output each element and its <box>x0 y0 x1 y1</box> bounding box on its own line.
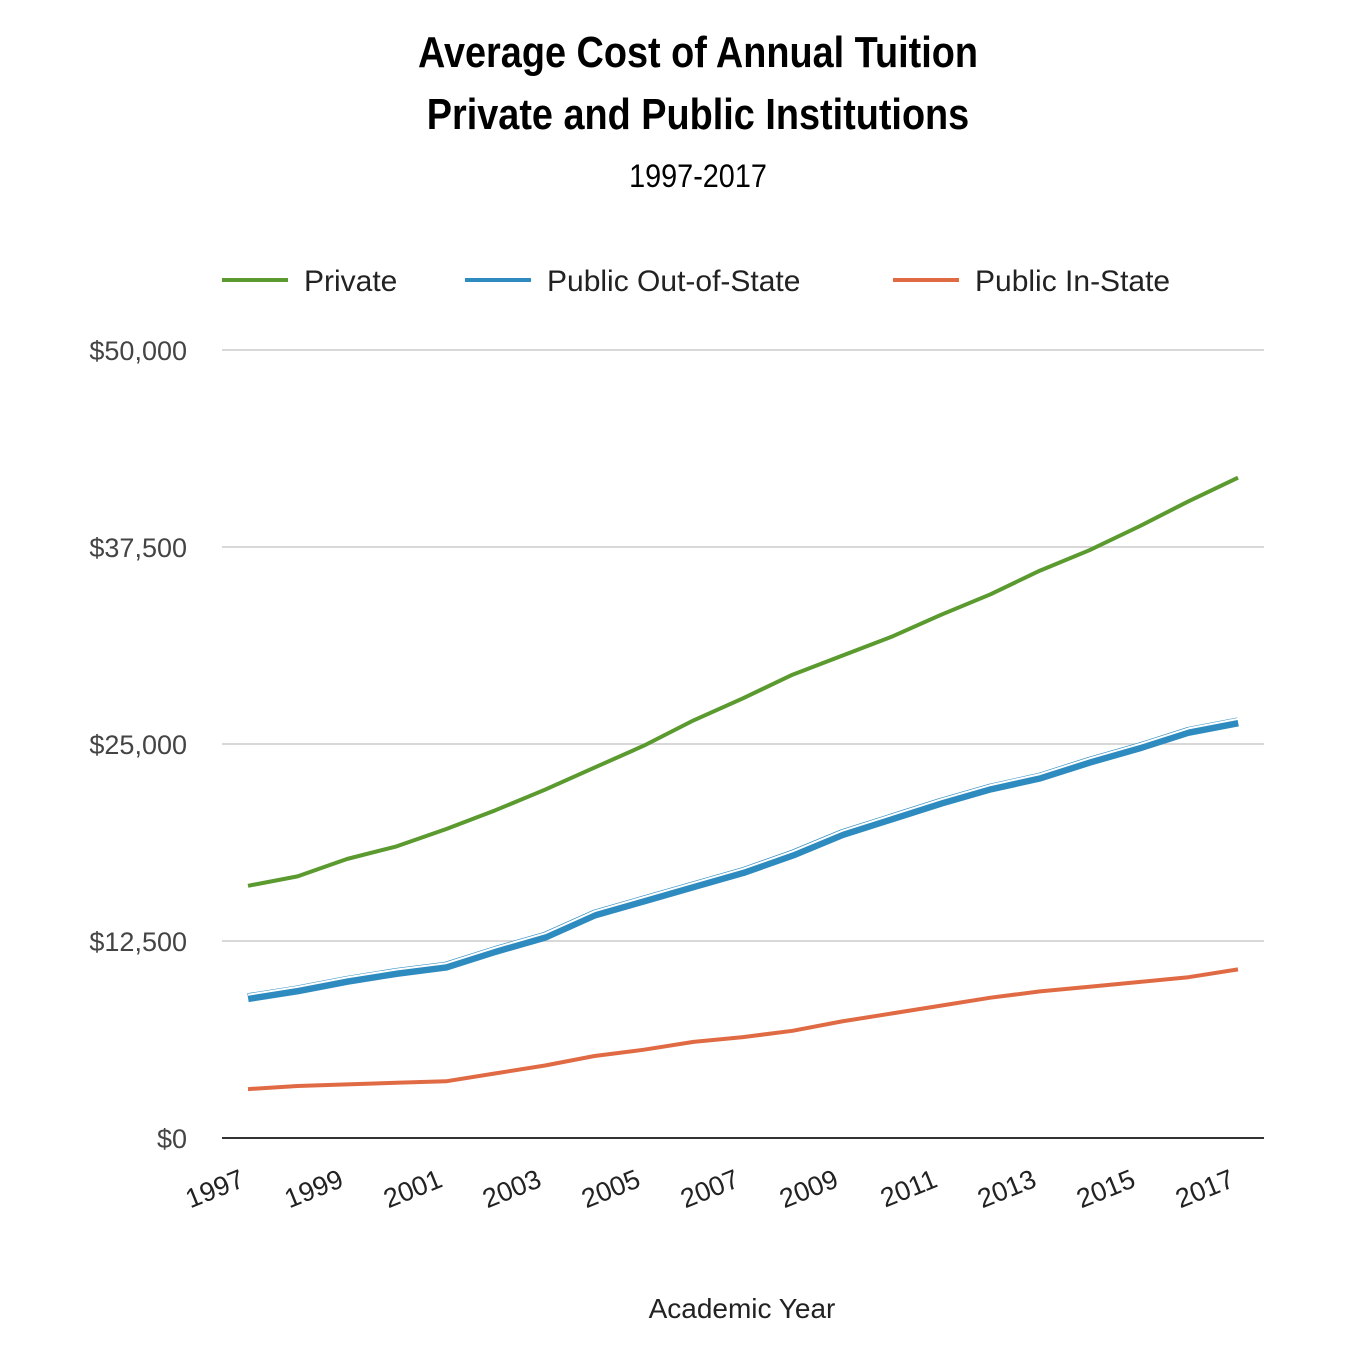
x-tick-label: 2011 <box>876 1164 941 1214</box>
y-tick-label: $50,000 <box>89 336 187 366</box>
legend-item: Public In-State <box>893 265 1170 298</box>
x-tick-label: 2013 <box>973 1164 1040 1214</box>
series-line-public-out-of-state-outline <box>247 717 1239 1003</box>
legend-label: Public Out-of-State <box>547 265 800 298</box>
y-axis-ticks: $0 $12,500 $25,000 $37,500 $50,000 <box>89 336 187 1154</box>
x-axis-ticks: 1997 1999 2001 2003 2005 2007 2009 2011 2013 2015… <box>181 1164 1238 1214</box>
legend-item: Public Out-of-State <box>465 265 800 298</box>
title-block: Average Cost of Annual Tuition Private a… <box>0 22 1360 198</box>
gridlines <box>222 349 1264 1139</box>
legend-label: Public In-State <box>975 265 1170 298</box>
x-tick-label: 2009 <box>775 1164 842 1214</box>
legend: Private Public Out-of-State Public In-Stat… <box>222 265 1170 298</box>
x-tick-label: 2003 <box>478 1164 545 1214</box>
x-tick-label: 2017 <box>1171 1164 1238 1214</box>
x-tick-label: 1997 <box>181 1164 248 1214</box>
legend-label: Private <box>304 265 397 298</box>
y-tick-label: $12,500 <box>89 927 187 957</box>
series-lines <box>247 475 1239 1092</box>
chart-subtitle: 1997-2017 <box>629 158 767 194</box>
legend-item: Private <box>222 265 397 298</box>
series-line-public-out-of-state-highlight <box>247 717 1239 996</box>
series-line-public-in-state <box>247 967 1239 1092</box>
x-tick-label: 2005 <box>577 1164 644 1214</box>
x-tick-label: 2007 <box>676 1164 743 1214</box>
y-tick-label: $0 <box>157 1124 187 1154</box>
x-tick-label: 2001 <box>379 1164 446 1214</box>
y-tick-label: $25,000 <box>89 730 187 760</box>
y-tick-label: $37,500 <box>89 533 187 563</box>
x-axis-title: Academic Year <box>649 1293 836 1324</box>
x-tick-label: 2015 <box>1072 1164 1139 1214</box>
series-line-private <box>247 475 1239 888</box>
chart-title-line-2: Private and Public Institutions <box>426 90 970 139</box>
chart-title: Average Cost of Annual Tuition <box>418 28 978 77</box>
x-tick-label: 1999 <box>280 1164 347 1214</box>
